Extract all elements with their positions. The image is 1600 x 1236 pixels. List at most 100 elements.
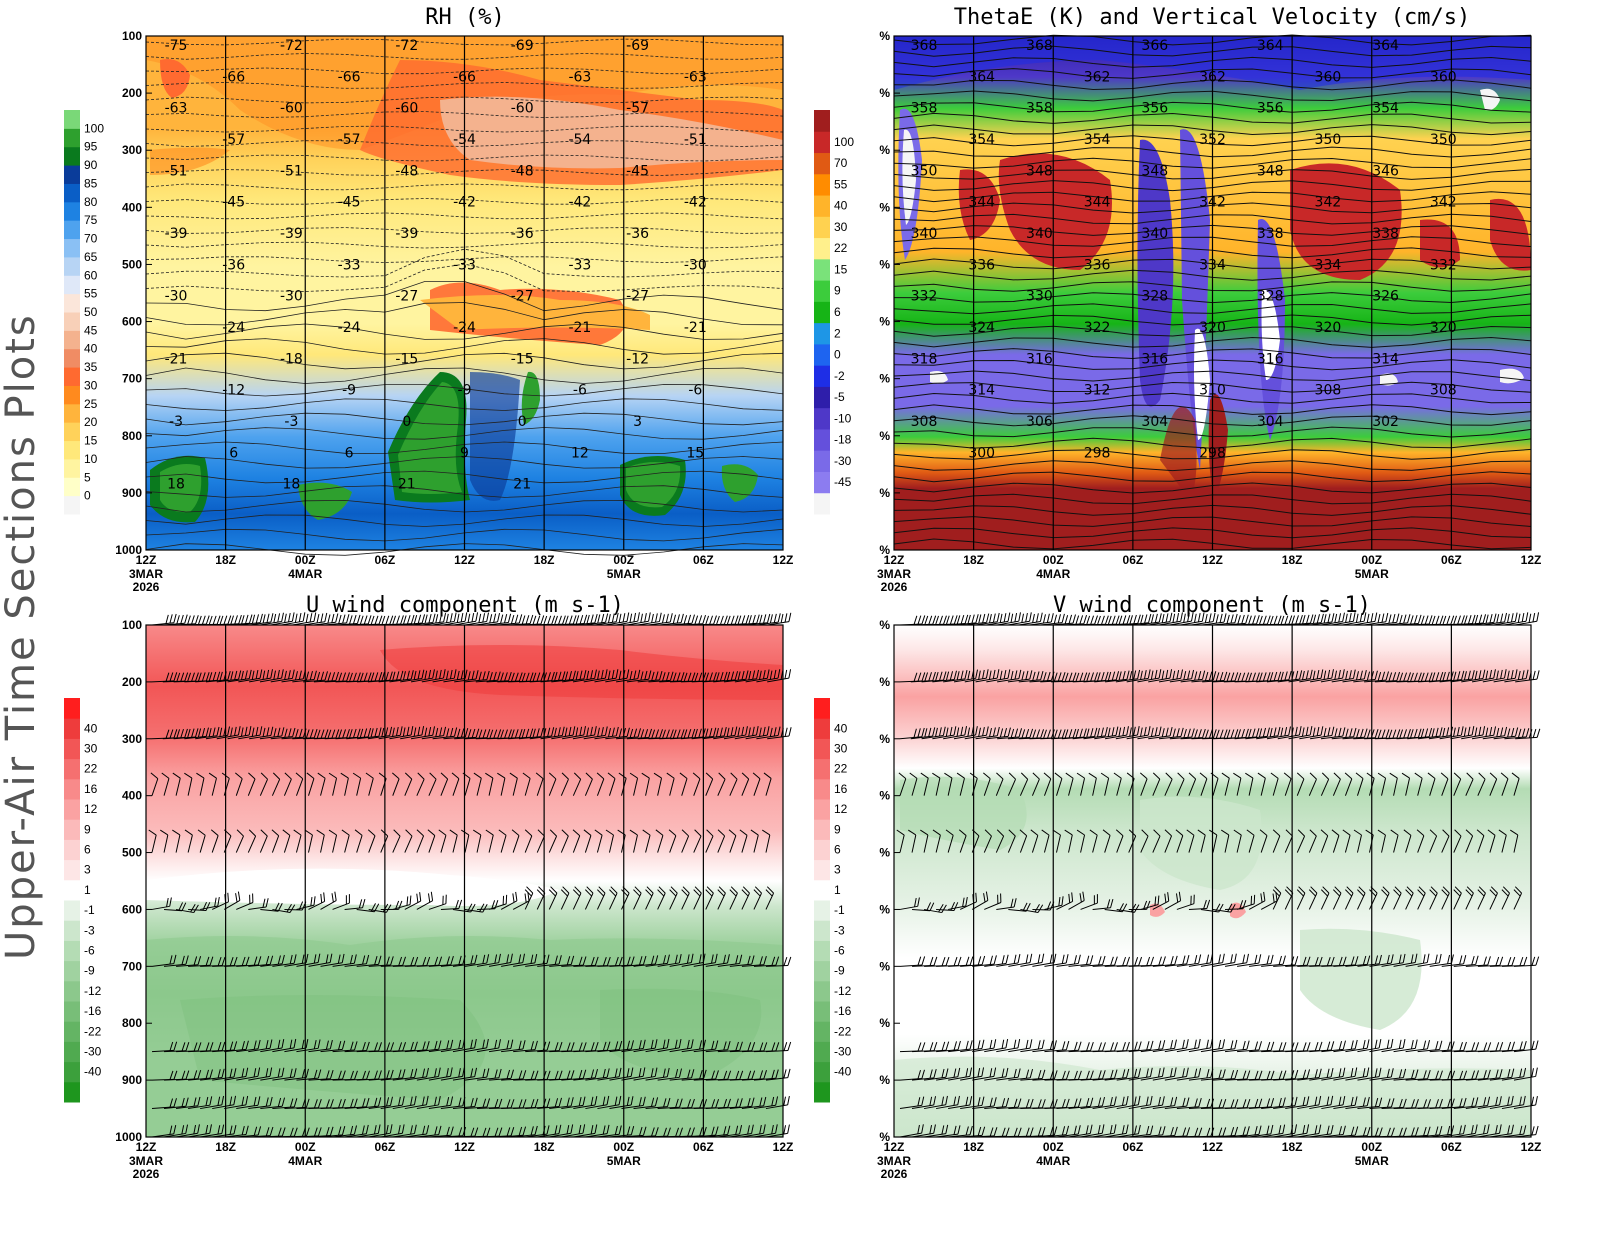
wind-barb-flag xyxy=(1305,726,1309,736)
wind-barb-flag xyxy=(540,615,545,625)
wind-barb-flag xyxy=(1295,615,1299,625)
wind-barb-flag xyxy=(1514,886,1522,894)
wind-barb-flag xyxy=(1037,1040,1041,1050)
wind-barb-flag xyxy=(1258,1041,1262,1051)
wind-barb-flag xyxy=(1014,728,1019,738)
wind-barb-flag xyxy=(655,829,664,836)
wind-barb-flag xyxy=(932,671,936,681)
wind-barb-flag xyxy=(1061,613,1065,623)
wind-barb-flag xyxy=(458,1068,461,1078)
wind-barb-flag xyxy=(726,615,731,625)
wind-barb-flag xyxy=(723,1070,728,1080)
wind-barb-flag xyxy=(723,1041,727,1051)
wind-barb-shaft xyxy=(1308,835,1317,853)
wind-barb-flag xyxy=(1129,670,1133,680)
wind-barb-flag xyxy=(443,726,447,736)
wind-barb-flag xyxy=(438,1096,441,1106)
wind-barb-flag xyxy=(637,612,640,622)
wind-barb-shaft xyxy=(1080,777,1086,796)
wind-barb-flag xyxy=(640,729,645,739)
wind-barb-flag xyxy=(328,829,337,836)
wind-barb-flag xyxy=(1501,889,1509,897)
wind-barb-flag xyxy=(446,1097,450,1107)
contour-label: -45 xyxy=(338,195,361,211)
wind-barb-flag xyxy=(229,1068,233,1078)
contour-label: 350 xyxy=(1430,132,1457,148)
wind-barb-flag xyxy=(1150,1040,1154,1050)
x-tick-label: 18Z xyxy=(534,1140,555,1154)
wind-barb-flag xyxy=(1230,1099,1235,1109)
contour-label: -33 xyxy=(568,257,591,273)
wind-barb-flag xyxy=(1064,829,1073,836)
wind-barb-flag xyxy=(210,829,219,836)
wind-barb-flag xyxy=(446,728,450,738)
wind-barb-flag xyxy=(176,729,181,739)
wind-barb-flag xyxy=(1191,612,1194,622)
wind-barb-flag xyxy=(1061,729,1066,739)
wind-barb-flag xyxy=(607,614,611,624)
wind-barb-flag xyxy=(1294,1096,1298,1106)
wind-barb-flag xyxy=(212,615,217,625)
wind-barb-flag xyxy=(989,1127,994,1137)
wind-barb-shaft xyxy=(1417,835,1425,853)
wind-barb-shaft xyxy=(416,779,425,796)
wind-barb-flag xyxy=(741,670,745,680)
wind-barb-flag xyxy=(1466,772,1474,780)
wind-barb-flag xyxy=(914,897,917,907)
wind-barb-flag xyxy=(282,829,291,836)
wind-barb-flag xyxy=(540,727,544,737)
wind-barb-flag xyxy=(1453,772,1462,780)
wind-barb-flag xyxy=(458,1039,462,1049)
wind-barb-flag xyxy=(1358,886,1366,894)
temperature-contour xyxy=(145,140,784,147)
wind-barb-shaft xyxy=(1501,778,1509,796)
wind-barb-flag xyxy=(1182,955,1186,965)
wind-barb-flag xyxy=(1017,1038,1021,1048)
wind-barb-flag xyxy=(762,726,766,736)
wind-barb-flag xyxy=(313,728,318,738)
wind-barb-flag xyxy=(482,1068,486,1078)
wind-barb-flag xyxy=(1424,728,1429,738)
wind-barb-flag xyxy=(716,672,720,682)
wind-barb-flag xyxy=(618,772,627,779)
wind-barb-shaft xyxy=(935,834,941,853)
wind-barb-flag xyxy=(694,886,702,894)
wind-barb-flag xyxy=(1072,672,1077,682)
contour-label: -69 xyxy=(626,38,649,54)
wind-barb-flag xyxy=(578,1124,582,1134)
wind-barb-flag xyxy=(601,613,605,623)
wind-barb-flag xyxy=(535,772,544,780)
wind-barb-flag xyxy=(205,902,211,911)
wind-barb-flag xyxy=(1390,1098,1395,1108)
wind-barb-flag xyxy=(771,1124,774,1134)
wind-barb-flag xyxy=(777,669,781,679)
wind-barb-flag xyxy=(537,829,545,837)
colorbar-label: 16 xyxy=(84,782,98,796)
wind-barb-shaft xyxy=(1116,835,1124,853)
colorbar-swatch xyxy=(814,718,830,739)
wind-barb-flag xyxy=(316,614,320,624)
wind-barb-flag xyxy=(1489,772,1498,780)
x-date-label: 4MAR xyxy=(288,567,322,581)
wind-barb-flag xyxy=(945,1041,950,1051)
contour-label: 366 xyxy=(1141,38,1168,54)
wind-barb-flag xyxy=(669,729,674,739)
wind-barb-flag xyxy=(1137,1068,1141,1078)
wind-barb-shaft xyxy=(1056,778,1063,796)
wind-barb-flag xyxy=(191,615,195,625)
wind-barb-flag xyxy=(176,672,181,682)
wind-barb-flag xyxy=(1333,772,1341,780)
wind-barb-flag xyxy=(1014,612,1018,622)
wind-barb-flag xyxy=(1186,955,1190,965)
wind-barb-flag xyxy=(1172,613,1176,623)
wind-barb-shaft xyxy=(1007,778,1017,796)
wind-barb-shaft xyxy=(416,835,425,853)
wind-barb-flag xyxy=(1226,614,1230,624)
wind-barb-flag xyxy=(718,772,726,780)
wind-barb-flag xyxy=(1511,1124,1514,1134)
wind-barb-flag xyxy=(359,728,364,738)
wind-barb-flag xyxy=(602,957,607,966)
wind-barb-flag xyxy=(443,612,447,622)
wind-barb-flag xyxy=(349,954,353,964)
wind-barb-flag xyxy=(1314,1069,1318,1079)
